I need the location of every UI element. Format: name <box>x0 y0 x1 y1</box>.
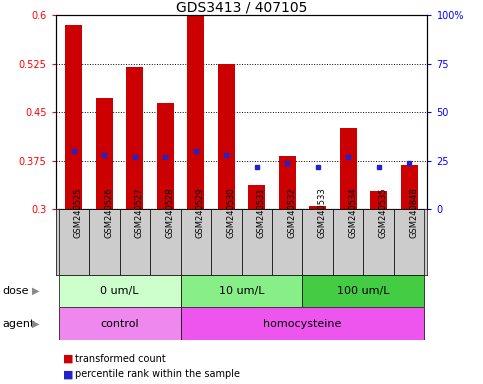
Text: ■: ■ <box>63 369 73 379</box>
Bar <box>120 209 150 275</box>
Text: GSM240534: GSM240534 <box>348 187 357 238</box>
Bar <box>333 209 363 275</box>
Text: agent: agent <box>2 318 35 329</box>
Text: GSM240533: GSM240533 <box>318 187 327 238</box>
Bar <box>89 209 120 275</box>
Bar <box>58 275 181 307</box>
Text: homocysteine: homocysteine <box>263 318 341 329</box>
Bar <box>181 275 302 307</box>
Bar <box>66 25 82 209</box>
Text: dose: dose <box>2 286 29 296</box>
Bar <box>279 156 296 209</box>
Bar <box>309 206 326 209</box>
Bar <box>401 166 417 209</box>
Text: GSM240532: GSM240532 <box>287 187 296 238</box>
Text: GSM240527: GSM240527 <box>135 187 144 238</box>
Bar <box>96 98 113 209</box>
Bar <box>340 129 356 209</box>
Bar <box>272 209 302 275</box>
Bar <box>157 103 174 209</box>
Text: ▶: ▶ <box>31 318 39 329</box>
Bar <box>363 209 394 275</box>
Bar <box>248 185 265 209</box>
Text: percentile rank within the sample: percentile rank within the sample <box>75 369 240 379</box>
Text: 100 um/L: 100 um/L <box>337 286 390 296</box>
Text: GSM240530: GSM240530 <box>226 187 235 238</box>
Text: ■: ■ <box>63 354 73 364</box>
Bar <box>242 209 272 275</box>
Bar <box>58 209 89 275</box>
Text: GSM240848: GSM240848 <box>409 187 418 238</box>
Bar <box>302 209 333 275</box>
Title: GDS3413 / 407105: GDS3413 / 407105 <box>176 0 307 14</box>
Text: transformed count: transformed count <box>75 354 166 364</box>
Bar <box>181 307 425 340</box>
Text: GSM240531: GSM240531 <box>257 187 266 238</box>
Text: control: control <box>100 318 139 329</box>
Text: GSM240528: GSM240528 <box>165 187 174 238</box>
Bar <box>302 275 425 307</box>
Bar <box>370 191 387 209</box>
Bar <box>58 307 181 340</box>
Bar <box>211 209 242 275</box>
Text: 10 um/L: 10 um/L <box>219 286 264 296</box>
Text: ▶: ▶ <box>31 286 39 296</box>
Bar <box>218 64 235 209</box>
Text: GSM240526: GSM240526 <box>104 187 114 238</box>
Text: GSM240529: GSM240529 <box>196 187 205 238</box>
Bar <box>127 67 143 209</box>
Bar <box>181 209 211 275</box>
Text: 0 um/L: 0 um/L <box>100 286 139 296</box>
Text: GSM240535: GSM240535 <box>379 187 388 238</box>
Bar <box>187 15 204 209</box>
Text: GSM240525: GSM240525 <box>74 187 83 238</box>
Bar <box>394 209 425 275</box>
Bar <box>150 209 181 275</box>
